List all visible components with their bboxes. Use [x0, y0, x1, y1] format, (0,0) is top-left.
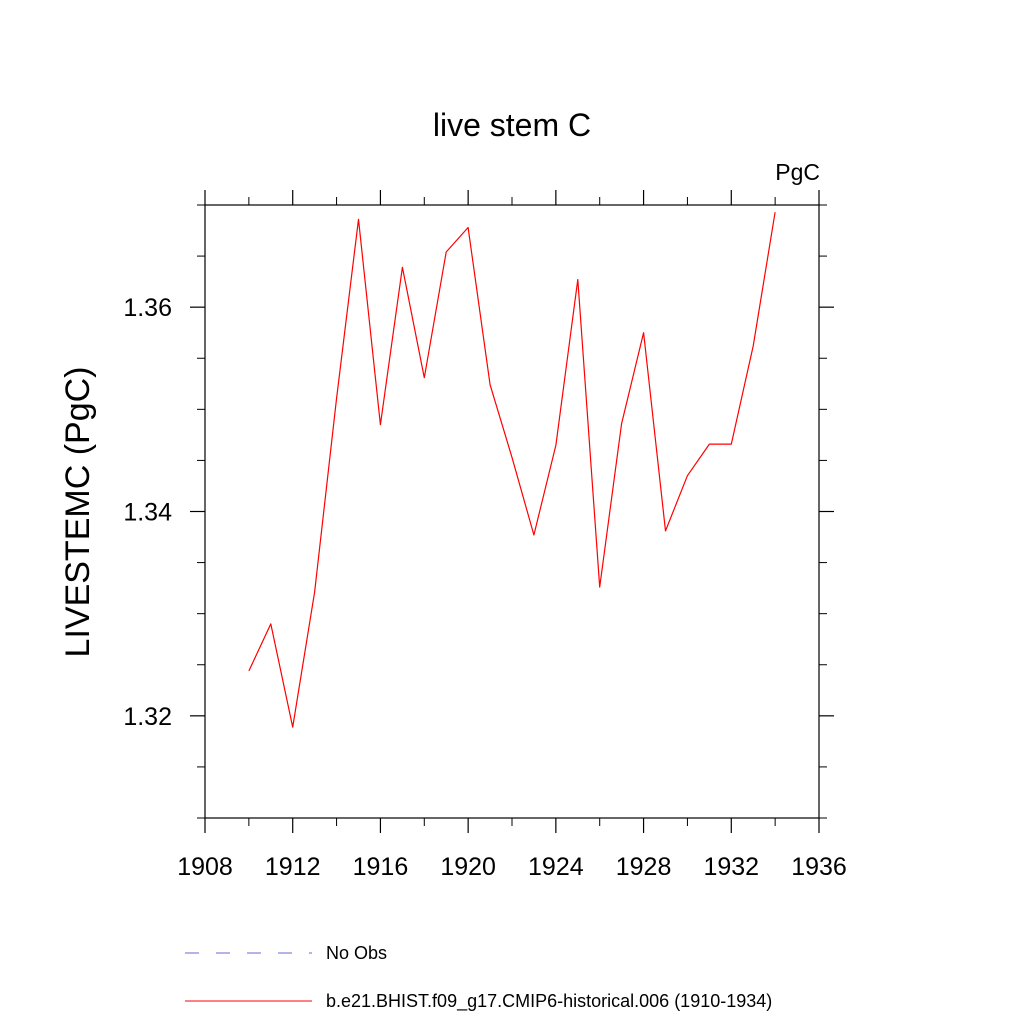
x-tick-label: 1928 [616, 853, 672, 881]
x-tick-label: 1924 [528, 853, 584, 881]
chart-title: live stem C [433, 107, 591, 143]
x-tick-label: 1936 [791, 853, 847, 881]
y-axis-ticks [190, 204, 834, 819]
y-axis-tick-labels: 1.32 1.34 1.36 [123, 294, 172, 731]
units-label: PgC [775, 159, 820, 185]
x-tick-label: 1908 [177, 853, 233, 881]
x-axis-ticks [204, 190, 820, 833]
x-tick-label: 1912 [265, 853, 321, 881]
plot-frame [204, 204, 820, 819]
x-axis-tick-labels: 1908 1912 1916 1920 1924 1928 1932 1936 [177, 853, 847, 881]
legend-label-no-obs: No Obs [326, 943, 387, 963]
series-line-model-run [248, 212, 776, 728]
y-tick-label: 1.32 [123, 703, 172, 731]
legend: No Obs b.e21.BHIST.f09_g17.CMIP6-histori… [185, 943, 772, 1012]
series-group [248, 212, 776, 728]
y-tick-label: 1.34 [123, 499, 172, 527]
y-axis-label: LIVESTEMC (PgC) [59, 367, 97, 658]
x-tick-label: 1916 [353, 853, 409, 881]
legend-label-model-run: b.e21.BHIST.f09_g17.CMIP6-historical.006… [326, 991, 772, 1012]
x-tick-label: 1932 [703, 853, 759, 881]
x-tick-label: 1920 [440, 853, 496, 881]
y-tick-label: 1.36 [123, 294, 172, 322]
